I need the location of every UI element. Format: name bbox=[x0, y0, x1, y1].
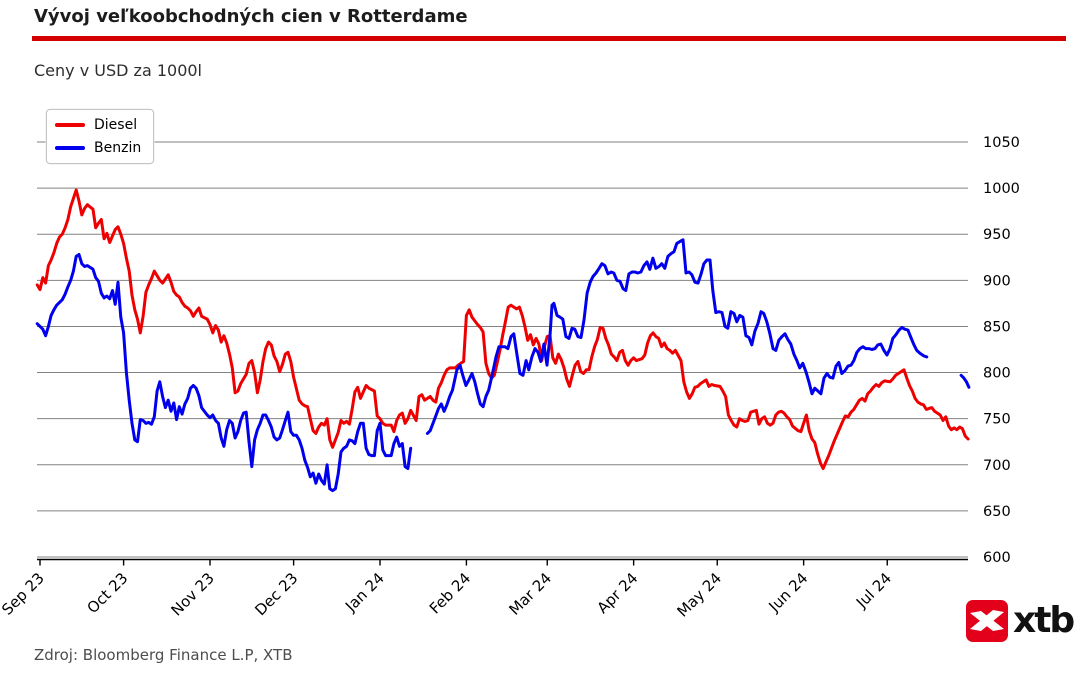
source-attribution: Zdroj: Bloomberg Finance L.P, XTB bbox=[34, 646, 293, 664]
x-tick-label-1: Oct 23 bbox=[83, 569, 131, 617]
chart-subtitle: Ceny v USD za 1000l bbox=[34, 61, 202, 80]
x-tick-label-8: May 24 bbox=[674, 569, 726, 621]
x-tick-label-10: Jul 24 bbox=[852, 569, 895, 612]
y-tick-label-650: 650 bbox=[983, 504, 1011, 520]
xtb-logo-box bbox=[966, 599, 1008, 642]
y-tick-label-600: 600 bbox=[983, 550, 1011, 566]
x-tick-label-2: Nov 23 bbox=[168, 569, 218, 619]
chart-legend: Diesel Benzin bbox=[46, 109, 155, 164]
y-tick-label-800: 800 bbox=[983, 366, 1011, 382]
benzin-line-segment-1 bbox=[425, 238, 929, 435]
xtb-logo: xtb bbox=[966, 599, 1075, 642]
x-tick-label-7: Apr 24 bbox=[594, 569, 642, 617]
x-tick-label-3: Dec 23 bbox=[251, 569, 301, 619]
legend-item-benzin: Benzin bbox=[55, 140, 141, 156]
legend-label-benzin: Benzin bbox=[94, 140, 142, 156]
benzin-line-segment-2 bbox=[959, 373, 971, 389]
y-tick-label-850: 850 bbox=[983, 319, 1011, 335]
y-tick-label-1050: 1050 bbox=[983, 135, 1020, 151]
y-tick-label-900: 900 bbox=[983, 273, 1011, 289]
x-tick-label-0: Sep 23 bbox=[0, 569, 48, 619]
y-tick-label-1000: 1000 bbox=[983, 181, 1020, 197]
xtb-logo-text: xtb bbox=[1013, 599, 1075, 641]
x-tick-label-6: Mar 24 bbox=[505, 569, 555, 619]
legend-item-diesel: Diesel bbox=[55, 117, 141, 133]
y-tick-label-950: 950 bbox=[983, 227, 1011, 243]
benzin-line-swatch-icon bbox=[55, 146, 85, 150]
y-tick-label-750: 750 bbox=[983, 412, 1011, 428]
page-title: Vývoj veľkoobchodných cien v Rotterdame bbox=[34, 6, 468, 27]
legend-label-diesel: Diesel bbox=[94, 117, 138, 133]
diesel-line-swatch-icon bbox=[55, 123, 85, 127]
title-rule-divider bbox=[32, 36, 1066, 41]
benzin-line-segment-0 bbox=[35, 253, 413, 493]
x-tick-label-4: Jan 24 bbox=[341, 569, 388, 616]
diesel-line-segment-0 bbox=[35, 188, 970, 470]
y-tick-label-700: 700 bbox=[983, 458, 1011, 474]
xtb-logo-x-icon bbox=[970, 609, 1004, 631]
x-tick-label-5: Feb 24 bbox=[426, 569, 474, 617]
x-tick-label-9: Jun 24 bbox=[765, 569, 812, 616]
